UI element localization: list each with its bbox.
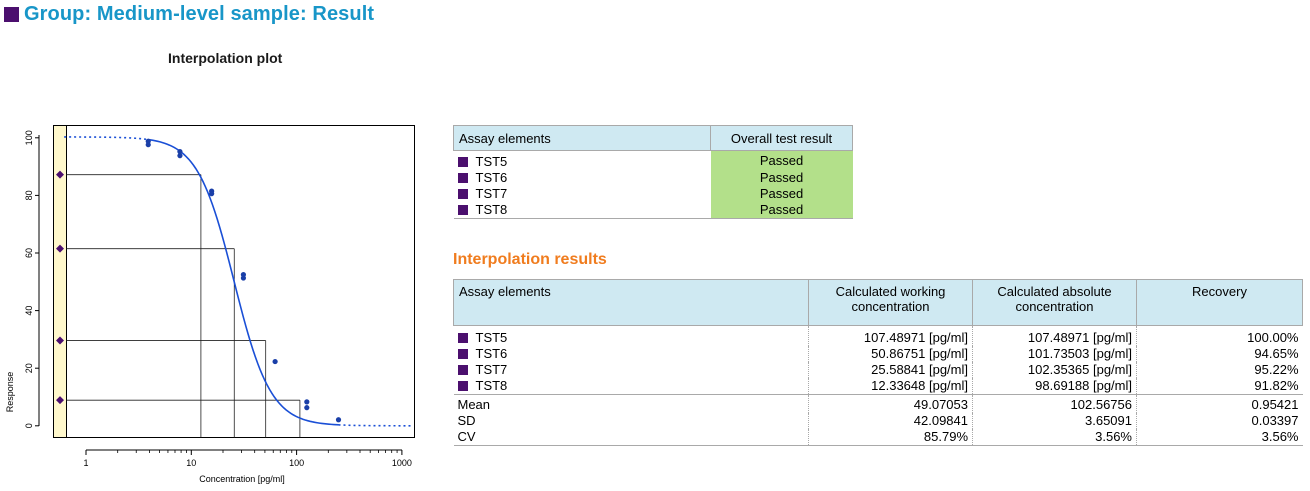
recovery: 91.82% — [1136, 378, 1303, 395]
sample-marker-tst5 — [56, 170, 64, 179]
table-row: TST7 Passed — [454, 186, 853, 202]
table-row: TST6 50.86751 [pg/ml] 101.73503 [pg/ml] … — [453, 346, 1303, 362]
stats-row-mean: Mean 49.07053 102.56756 0.95421 — [453, 394, 1303, 413]
x-tick-label: 1 — [83, 458, 88, 468]
stats-recovery: 0.03397 — [1251, 413, 1299, 428]
y-tick-label: 40 — [24, 306, 34, 316]
element-name: TST5 — [475, 154, 508, 169]
y-tick-label: 20 — [24, 363, 34, 373]
element-name: TST7 — [475, 186, 508, 201]
y-tick-label: 0 — [24, 423, 34, 428]
element-name: TST5 — [475, 330, 508, 345]
element-name: TST8 — [475, 378, 508, 393]
col-recovery: Recovery — [1136, 279, 1303, 326]
table-row: TST6 Passed — [454, 170, 853, 186]
y-axis-label: Response — [5, 372, 15, 413]
standard-point — [335, 417, 342, 423]
stats-row-cv: CV 85.79% 3.56% 3.56% — [453, 429, 1303, 446]
working-concentration: 25.58841 [pg/ml] — [808, 362, 973, 378]
result-cell: Passed — [710, 186, 853, 202]
element-marker-icon — [457, 157, 468, 167]
recovery: 95.22% — [1254, 362, 1299, 377]
standard-point — [304, 405, 310, 411]
sample-marker-tst6 — [56, 244, 64, 253]
fit-curve — [148, 138, 339, 426]
stats-label: CV — [453, 429, 809, 446]
interpolation-plot: 0 20 40 60 80 100 1 10 100 1000 Response Concent… — [5, 125, 415, 484]
working-concentration: 50.86751 [pg/ml] — [808, 346, 973, 362]
element-marker-icon — [457, 381, 468, 391]
group-marker-icon — [4, 6, 19, 22]
absolute-concentration: 98.69188 [pg/ml] — [972, 378, 1137, 395]
standard-point — [209, 191, 215, 197]
element-marker-icon — [457, 349, 468, 359]
x-axis-label: Concentration [pg/ml] — [199, 474, 285, 484]
table-row: TST7 25.58841 [pg/ml] 102.35365 [pg/ml] … — [453, 362, 1303, 378]
absolute-concentration: 101.73503 [pg/ml] — [972, 346, 1137, 362]
x-tick-label: 100 — [289, 458, 304, 468]
stats-absolute: 102.56756 — [972, 394, 1137, 413]
interpolation-results-title: Interpolation results — [453, 251, 607, 268]
col-overall-result: Overall test result — [710, 125, 853, 151]
standard-point — [240, 275, 247, 281]
element-marker-icon — [457, 365, 468, 375]
page-title: Group: Medium-level sample: Result — [24, 2, 375, 25]
stats-recovery: 0.95421 — [1251, 397, 1299, 412]
table-row: TST8 Passed — [453, 202, 853, 219]
element-name: TST6 — [475, 346, 508, 361]
element-marker-icon — [457, 205, 468, 215]
fit-curve-extrapolated-low — [64, 136, 149, 141]
element-marker-icon — [457, 333, 468, 343]
element-marker-icon — [457, 173, 468, 183]
standard-point — [177, 149, 183, 155]
table-row: TST5 107.48971 [pg/ml] 107.48971 [pg/ml]… — [453, 325, 1303, 346]
table-row: TST8 12.33648 [pg/ml] 98.69188 [pg/ml] 9… — [453, 378, 1303, 395]
recovery: 100.00% — [1247, 330, 1299, 345]
absolute-concentration: 102.35365 [pg/ml] — [972, 362, 1137, 378]
standard-point — [145, 142, 151, 148]
col-assay-elements: Assay elements — [453, 125, 711, 151]
result-cell: Passed — [710, 202, 853, 219]
element-name: TST8 — [475, 202, 508, 217]
standard-point — [304, 399, 310, 405]
element-name: TST6 — [475, 170, 508, 185]
col-absolute-concentration: Calculated absolute concentration — [972, 279, 1137, 326]
y-tick-label: 60 — [24, 248, 34, 258]
standard-point — [272, 358, 278, 365]
stats-label: SD — [453, 413, 809, 429]
result-cell: Passed — [710, 170, 853, 186]
y-tick-label: 80 — [24, 190, 34, 200]
stats-recovery: 3.56% — [1136, 429, 1303, 446]
table-row: TST5 Passed — [454, 150, 853, 170]
x-tick-label: 1000 — [392, 458, 412, 468]
element-name: TST7 — [475, 362, 508, 377]
result-cell: Passed — [710, 150, 853, 170]
absolute-concentration: 107.48971 [pg/ml] — [972, 325, 1137, 346]
stats-label: Mean — [453, 394, 809, 413]
working-concentration: 107.48971 [pg/ml] — [808, 325, 973, 346]
sample-marker-tst8 — [56, 396, 64, 405]
fit-curve-extrapolated-high — [338, 424, 413, 427]
stats-row-sd: SD 42.09841 3.65091 0.03397 — [453, 413, 1303, 429]
plot-title: Interpolation plot — [168, 50, 283, 66]
x-tick-label: 10 — [186, 458, 196, 468]
recovery: 94.65% — [1254, 346, 1299, 361]
stats-working: 49.07053 — [808, 394, 973, 413]
page-header: Group: Medium-level sample: Result — [4, 2, 374, 26]
standard-point — [177, 153, 183, 159]
test-result-table: Assay elements Overall test result TST5 … — [453, 125, 853, 219]
interpolation-results-table: Assay elements Calculated working concen… — [453, 279, 1303, 446]
stats-working: 85.79% — [808, 429, 973, 446]
stats-absolute: 3.56% — [972, 429, 1137, 446]
stats-absolute: 3.65091 — [972, 413, 1137, 429]
col-working-concentration: Calculated working concentration — [808, 279, 973, 326]
working-concentration: 12.33648 [pg/ml] — [808, 378, 973, 395]
sample-marker-tst7 — [56, 336, 64, 345]
stats-working: 42.09841 — [808, 413, 973, 429]
col-assay-elements: Assay elements — [453, 279, 809, 326]
y-tick-label: 100 — [24, 130, 34, 145]
element-marker-icon — [457, 189, 468, 199]
